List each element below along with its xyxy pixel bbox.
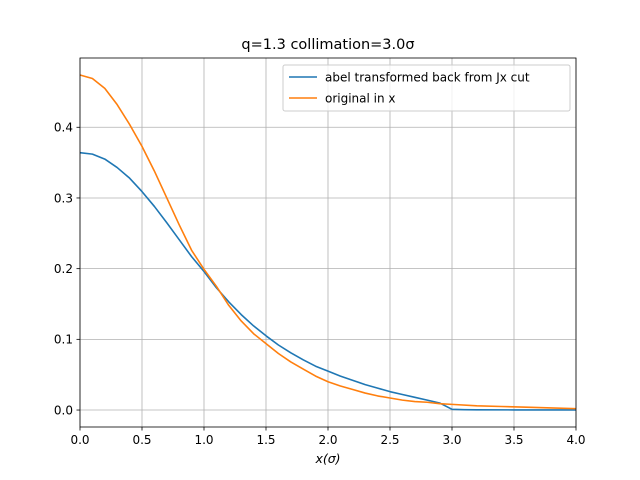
series-line-1 bbox=[79, 151, 577, 411]
legend-label-2: original in x bbox=[325, 91, 396, 105]
x-tick-label: 3.0 bbox=[442, 433, 461, 447]
y-tick-label: 0.1 bbox=[54, 333, 73, 347]
y-tick-label: 0.0 bbox=[54, 403, 73, 417]
y-tick-label: 0.2 bbox=[54, 262, 73, 276]
y-tick-label: 0.3 bbox=[54, 191, 73, 205]
chart-title: q=1.3 collimation=3.0σ bbox=[241, 37, 414, 53]
legend: abel transformed back from Jx cut origina… bbox=[282, 64, 571, 112]
x-tick-label: 3.5 bbox=[504, 433, 523, 447]
legend-box bbox=[282, 64, 571, 112]
series-lines bbox=[79, 74, 577, 411]
y-tick-label: 0.4 bbox=[54, 121, 73, 135]
x-tick-label: 2.5 bbox=[380, 433, 399, 447]
axis-ticks: 0.0 0.5 1.0 1.5 2.0 2.5 3.0 3.5 4.0 0.0 0.1 0.2 0.3 0… bbox=[54, 121, 586, 447]
x-tick-label: 1.0 bbox=[194, 433, 213, 447]
x-tick-label: 0.0 bbox=[70, 433, 89, 447]
x-tick-label: 4.0 bbox=[566, 433, 585, 447]
legend-label-1: abel transformed back from Jx cut bbox=[325, 70, 530, 84]
x-tick-label: 0.5 bbox=[132, 433, 151, 447]
series-line-2 bbox=[79, 74, 577, 410]
x-axis-label: x(σ) bbox=[314, 451, 340, 466]
x-tick-label: 2.0 bbox=[318, 433, 337, 447]
x-tick-label: 1.5 bbox=[256, 433, 275, 447]
